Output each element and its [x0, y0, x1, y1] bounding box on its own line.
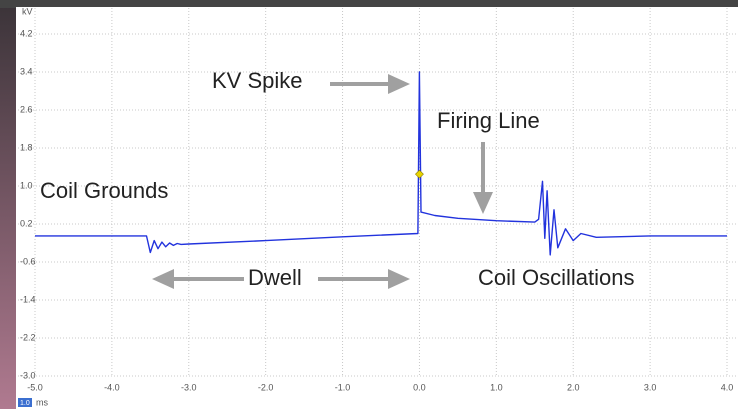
x-tick-label: -5.0 — [27, 382, 43, 392]
x-tick-label: 3.0 — [644, 382, 657, 392]
x-tick-label: 0.0 — [413, 382, 426, 392]
y-tick-label: 1.0 — [20, 180, 33, 190]
y-tick-label: -3.0 — [20, 370, 36, 380]
annotation: Coil Grounds — [40, 178, 168, 203]
top-edge — [0, 0, 738, 8]
y-tick-label: 3.4 — [20, 66, 33, 76]
timebase: 1.0 — [20, 400, 30, 407]
arrow-head — [388, 74, 410, 94]
x-tick-label: -1.0 — [335, 382, 351, 392]
x-tick-label: -3.0 — [181, 382, 197, 392]
x-tick-label: -4.0 — [104, 382, 120, 392]
trace — [35, 71, 727, 256]
arrow-head — [388, 269, 410, 289]
x-tick-label: 4.0 — [721, 382, 734, 392]
x-tick-label: 2.0 — [567, 382, 580, 392]
y-tick-label: -1.4 — [20, 294, 36, 304]
grid — [18, 8, 738, 377]
arrows — [152, 74, 493, 289]
x-tick-label: -2.0 — [258, 382, 274, 392]
y-tick-label: 0.2 — [20, 218, 33, 228]
y-tick-label: 4.2 — [20, 28, 33, 38]
annotation: Coil Oscillations — [478, 265, 635, 290]
timebase-box — [18, 398, 32, 407]
y-tick-label: -0.6 — [20, 256, 36, 266]
x-axis-unit: ms — [36, 397, 48, 407]
y-tick-label: 1.8 — [20, 142, 33, 152]
annotation: Dwell — [248, 265, 302, 290]
x-tick-label: 1.0 — [490, 382, 503, 392]
y-axis-unit: kV — [22, 6, 33, 16]
arrow-head — [473, 192, 493, 214]
plot-panel — [16, 7, 738, 409]
y-tick-label: -2.2 — [20, 332, 36, 342]
arrow-head — [152, 269, 174, 289]
y-tick-label: 2.6 — [20, 104, 33, 114]
annotation: KV Spike — [212, 68, 303, 93]
annotation: Firing Line — [437, 108, 540, 133]
trigger-marker — [415, 169, 424, 179]
